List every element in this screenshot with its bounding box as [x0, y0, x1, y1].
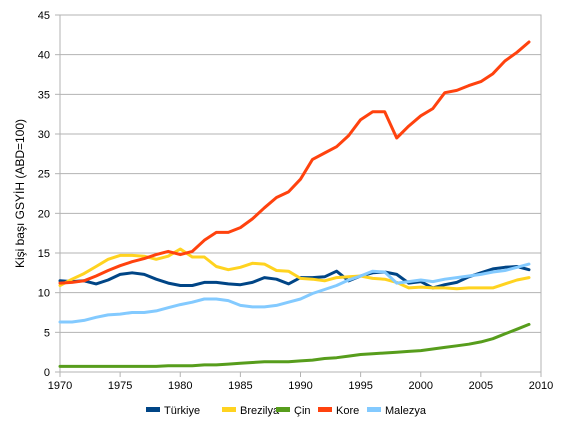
y-tick-label: 5 [44, 327, 50, 339]
y-axis-ticks: 0 5 10 15 20 25 30 35 40 45 [38, 10, 60, 379]
series-line-3 [58, 322, 531, 368]
legend-label: Çin [294, 405, 311, 417]
y-tick-label: 0 [44, 367, 50, 379]
legend-swatch-1 [146, 407, 160, 412]
x-tick-label: 2010 [529, 380, 553, 392]
legend-swatch-2 [222, 407, 236, 412]
x-tick-label: 1990 [288, 380, 312, 392]
x-tick-label: 2000 [409, 380, 433, 392]
series-line-4 [58, 40, 531, 285]
x-tick-label: 2005 [469, 380, 493, 392]
x-tick-label: 1980 [168, 380, 192, 392]
legend-swatch-3 [276, 407, 290, 412]
y-tick-label: 25 [38, 169, 50, 181]
series-lines [58, 40, 531, 368]
plot-area [59, 14, 542, 373]
legend-label: Brezilya [240, 405, 280, 417]
y-tick-label: 15 [38, 248, 50, 260]
x-tick-label: 1985 [228, 380, 252, 392]
y-tick-label: 30 [38, 129, 50, 141]
series-line-2 [58, 247, 531, 291]
x-tick-label: 1995 [348, 380, 372, 392]
y-tick-label: 35 [38, 89, 50, 101]
x-tick-label: 1970 [48, 380, 72, 392]
series-line-5 [58, 262, 531, 324]
x-axis-ticks: 1970 1975 1980 1985 1990 1995 2000 2005 2010 [48, 372, 553, 392]
legend-label: Türkiye [164, 405, 200, 417]
y-tick-label: 45 [38, 10, 50, 22]
legend-swatch-5 [367, 407, 381, 412]
series-line-1 [58, 265, 531, 290]
y-tick-label: 20 [38, 208, 50, 220]
y-tick-label: 10 [38, 288, 50, 300]
y-axis-label: Kişi başı GSYİH (ABD=100) [13, 119, 27, 268]
y-tick-label: 40 [38, 50, 50, 62]
x-tick-label: 1975 [108, 380, 132, 392]
legend-label: Malezya [385, 405, 427, 417]
legend-swatch-4 [318, 407, 332, 412]
legend-label: Kore [336, 405, 359, 417]
legend: Türkiye Brezilya Çin Kore Malezya [146, 405, 427, 417]
grid-lines [60, 14, 541, 373]
